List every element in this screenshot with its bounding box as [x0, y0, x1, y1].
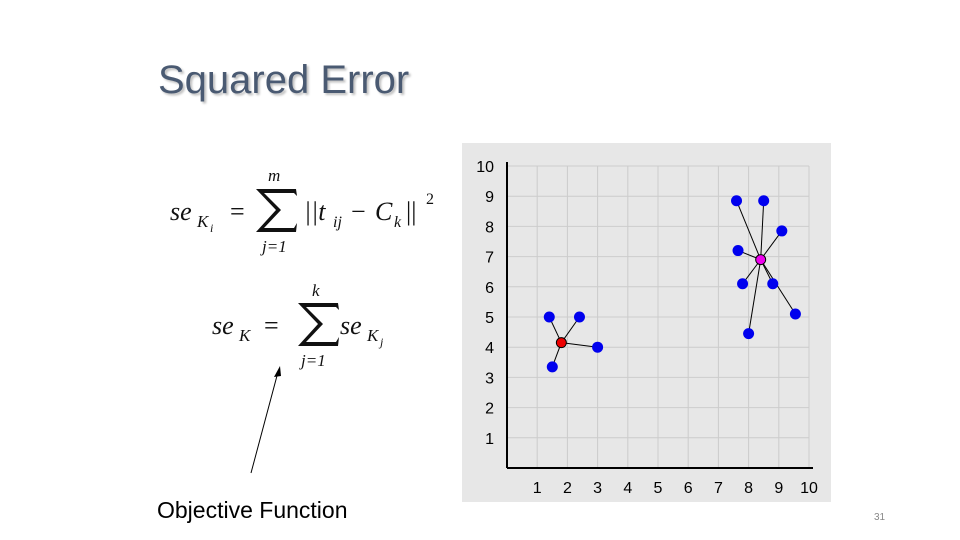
f1-sum-symbol [256, 189, 297, 232]
x-tick-label: 6 [684, 480, 693, 497]
y-tick-label: 6 [485, 280, 494, 297]
centroid-point [555, 337, 567, 349]
data-point [776, 225, 788, 237]
centroid-point [755, 254, 767, 266]
f1-lhs-base: se [170, 197, 192, 226]
x-tick-label: 8 [744, 480, 753, 497]
cluster-line [748, 259, 762, 334]
f2-sum-upper: k [312, 281, 320, 300]
f1-center-sub: k [394, 214, 402, 231]
data-point [546, 361, 558, 373]
slide-title: Squared Error [158, 58, 410, 102]
data-point [758, 195, 770, 207]
y-tick-label: 7 [485, 250, 494, 267]
total-squared-error-formula: se K = k j=1 se K j [212, 280, 402, 374]
data-point [732, 245, 744, 257]
x-tick-label: 3 [593, 480, 602, 497]
f1-body: ||t [304, 197, 326, 226]
x-tick-label: 2 [563, 480, 572, 497]
cluster-line [736, 200, 762, 260]
f2-sum-symbol [298, 303, 339, 346]
data-point [731, 195, 743, 207]
y-tick-label: 5 [485, 310, 494, 327]
y-tick-label: 9 [485, 189, 494, 206]
f1-sum-lower: j=1 [260, 237, 287, 256]
x-tick-label: 9 [774, 480, 783, 497]
chart-grid [507, 165, 810, 468]
data-point [592, 341, 604, 353]
f2-sum-lower: j=1 [299, 351, 326, 370]
f1-lhs-subsub: i [210, 221, 213, 235]
data-point [789, 308, 801, 320]
chart-axes [506, 162, 813, 469]
data-point [737, 278, 749, 290]
f1-lhs-sub: K [196, 212, 210, 231]
f1-center: C [375, 197, 393, 226]
f2-lhs-sub: K [238, 326, 252, 345]
y-tick-label: 3 [485, 370, 494, 387]
f2-rhs-subsub: j [378, 335, 384, 349]
f1-power: 2 [426, 191, 434, 208]
data-point [573, 311, 585, 323]
data-point [767, 278, 779, 290]
f1-equals: = [230, 197, 245, 226]
cluster-line [760, 259, 796, 315]
x-tick-label: 10 [800, 480, 818, 497]
y-tick-label: 4 [485, 340, 494, 357]
cluster-line [561, 342, 598, 348]
f2-lhs-base: se [212, 311, 234, 340]
cluster-lines [548, 200, 796, 368]
f2-rhs-sub: K [366, 326, 380, 345]
x-tick-label: 7 [714, 480, 723, 497]
page-number: 31 [874, 512, 886, 523]
x-tick-label: 4 [623, 480, 632, 497]
cluster-points [543, 195, 801, 373]
f2-equals: = [264, 311, 279, 340]
y-tick-label: 1 [485, 431, 494, 448]
objective-function-label: Objective Function [157, 497, 348, 523]
cluster-scatter-chart: 1 2 3 4 5 6 7 8 9 10 1 2 3 4 5 6 7 8 9 10 [462, 143, 831, 502]
y-tick-label: 8 [485, 219, 494, 236]
pointer-arrow [250, 366, 281, 474]
cluster-squared-error-formula: se K i = m j=1 ||t ij − C k || 2 [170, 166, 445, 260]
x-tick-label: 5 [654, 480, 663, 497]
f1-sum-upper: m [268, 166, 280, 185]
f1-close: || [406, 197, 416, 226]
y-tick-label: 2 [485, 401, 494, 418]
cluster-line [760, 230, 783, 260]
cluster-line [760, 200, 765, 260]
y-tick-label: 10 [476, 159, 494, 176]
x-tick-label: 1 [533, 480, 542, 497]
f2-rhs-base: se [340, 311, 362, 340]
f1-body-sub: ij [333, 214, 342, 231]
data-point [743, 328, 755, 340]
chart-tick-labels: 1 2 3 4 5 6 7 8 9 10 1 2 3 4 5 6 7 8 9 10 [476, 159, 818, 497]
f1-minus: − [351, 197, 366, 226]
data-point [543, 311, 555, 323]
